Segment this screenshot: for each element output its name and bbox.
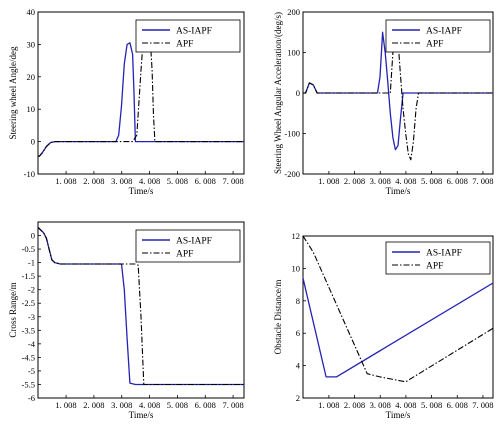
- x-tick-label: 3. 008: [111, 176, 132, 186]
- y-tick-label: 6: [296, 328, 300, 338]
- x-tick-label: 1. 008: [318, 400, 339, 410]
- y-tick-label: 8: [296, 296, 300, 306]
- chart-panel-2: 1. 008 2. 008 3. 008 4. 008 5. 008 6. 008 7. 0…: [273, 7, 494, 196]
- x-tick-label: 7. 008: [222, 400, 243, 410]
- legend: AS-IAPF APF: [135, 229, 241, 263]
- x-tick-label: 6. 008: [195, 176, 216, 186]
- x-tick-label: 4. 008: [139, 176, 160, 186]
- series-group: [38, 226, 244, 386]
- legend-box: [135, 19, 241, 53]
- y-axis-label: Steering Wheel Angular Acceleration/(deg…: [273, 12, 283, 174]
- x-tick-label: 3. 008: [370, 176, 391, 186]
- plot-frame: [37, 221, 245, 399]
- y-tick-label: 10: [292, 263, 301, 273]
- x-tick-label: 6. 008: [447, 400, 468, 410]
- y-axis-label: Steering wheel Angle/deg: [8, 46, 18, 139]
- y-tick-label: 0: [31, 137, 35, 147]
- y-tick-label: 10: [27, 104, 36, 114]
- y-tick-label: 0: [31, 231, 35, 241]
- x-tick-label: 5. 008: [167, 176, 188, 186]
- plot-frame: [37, 11, 245, 175]
- legend-label: APF: [176, 40, 193, 50]
- legend-box: [385, 241, 491, 275]
- series-line-as-iapf: [38, 42, 244, 157]
- x-tick-label: 2. 008: [344, 176, 365, 186]
- legend: AS-IAPF APF: [135, 19, 241, 53]
- y-tick-label: 40: [27, 7, 36, 17]
- series-line-as-iapf: [303, 277, 493, 378]
- x-axis-label: Time/s: [386, 410, 411, 420]
- y-tick-label: -2.5: [22, 298, 35, 308]
- series-group: [38, 21, 244, 157]
- x-tick-label: 7. 008: [472, 176, 493, 186]
- y-axis-label: Obstacle Distance/m: [273, 280, 283, 355]
- y-tick-label: -6: [28, 393, 35, 403]
- y-tick-label: -3: [28, 312, 35, 322]
- x-tick-label: 5. 008: [421, 176, 442, 186]
- x-tick-label: 7. 008: [222, 176, 243, 186]
- y-tick-label: -1: [28, 258, 35, 268]
- y-tick-label: -5.5: [22, 379, 35, 389]
- x-tick-label: 1. 008: [55, 176, 76, 186]
- x-axis-label: Time/s: [386, 186, 411, 196]
- x-tick-label: 4. 008: [395, 400, 416, 410]
- x-tick-label: 6. 008: [195, 400, 216, 410]
- x-axis-label: Time/s: [129, 410, 154, 420]
- y-tick-label: 20: [27, 72, 36, 82]
- legend-label: AS-IAPF: [176, 27, 212, 37]
- x-tick-label: 4. 008: [395, 176, 416, 186]
- y-tick-label: 4: [296, 361, 301, 371]
- legend-label: APF: [426, 262, 443, 272]
- x-tick-label: 4. 008: [139, 400, 160, 410]
- x-tick-label: 2. 008: [83, 176, 104, 186]
- x-tick-label: 6. 008: [447, 176, 468, 186]
- legend-label: AS-IAPF: [426, 27, 462, 37]
- series-group: [303, 236, 493, 383]
- x-tick-label: 2. 008: [83, 400, 104, 410]
- x-tick-label: 2. 008: [344, 400, 365, 410]
- y-tick-label: 100: [287, 48, 300, 58]
- x-tick-label: 3. 008: [111, 400, 132, 410]
- legend-label: AS-IAPF: [176, 237, 212, 247]
- y-tick-label: -4.5: [22, 352, 35, 362]
- y-tick-label: 2: [296, 393, 300, 403]
- legend-label: APF: [426, 40, 443, 50]
- legend-box: [385, 19, 491, 53]
- series-line-apf: [303, 236, 493, 383]
- x-tick-label: 1. 008: [55, 400, 76, 410]
- y-tick-label: 200: [287, 7, 300, 17]
- x-tick-label: 1. 008: [318, 176, 339, 186]
- y-tick-label: -200: [284, 169, 300, 179]
- y-tick-label: -3.5: [22, 325, 35, 335]
- chart-panel-4: 1. 008 2. 008 3. 008 4. 008 5. 008 6. 008 7. 0…: [273, 231, 494, 420]
- y-tick-label: -0.5: [22, 244, 35, 254]
- y-tick-label: -1.5: [22, 271, 35, 281]
- series-line-apf: [38, 227, 244, 386]
- y-tick-label: -10: [24, 169, 35, 179]
- legend-box: [135, 229, 241, 263]
- chart-panel-1: 1. 008 2. 008 3. 008 4. 008 5. 008 6. 008 7. 0…: [8, 7, 245, 196]
- series-line-apf: [38, 21, 244, 157]
- y-tick-label: -4: [28, 339, 36, 349]
- legend-label: APF: [176, 250, 193, 260]
- x-axis-label: Time/s: [129, 186, 154, 196]
- y-tick-label: 12: [292, 231, 301, 241]
- x-tick-label: 3. 008: [370, 400, 391, 410]
- legend: AS-IAPF APF: [385, 241, 491, 275]
- series-line-as-iapf: [303, 31, 493, 151]
- y-tick-label: -2: [28, 285, 35, 295]
- y-axis-label: Cross Range/m: [8, 282, 18, 337]
- x-tick-label: 5. 008: [167, 400, 188, 410]
- chart-panel-3: 1. 008 2. 008 3. 008 4. 008 5. 008 6. 008 7. 0…: [8, 221, 245, 420]
- legend-label: AS-IAPF: [426, 249, 462, 259]
- y-tick-label: -5: [28, 366, 35, 376]
- y-tick-label: -100: [284, 129, 300, 139]
- x-tick-label: 7. 008: [472, 400, 493, 410]
- x-tick-label: 5. 008: [421, 400, 442, 410]
- y-tick-label: 0: [296, 88, 300, 98]
- y-tick-label: 30: [27, 39, 36, 49]
- legend: AS-IAPF APF: [385, 19, 491, 53]
- plot-frame: [302, 235, 494, 399]
